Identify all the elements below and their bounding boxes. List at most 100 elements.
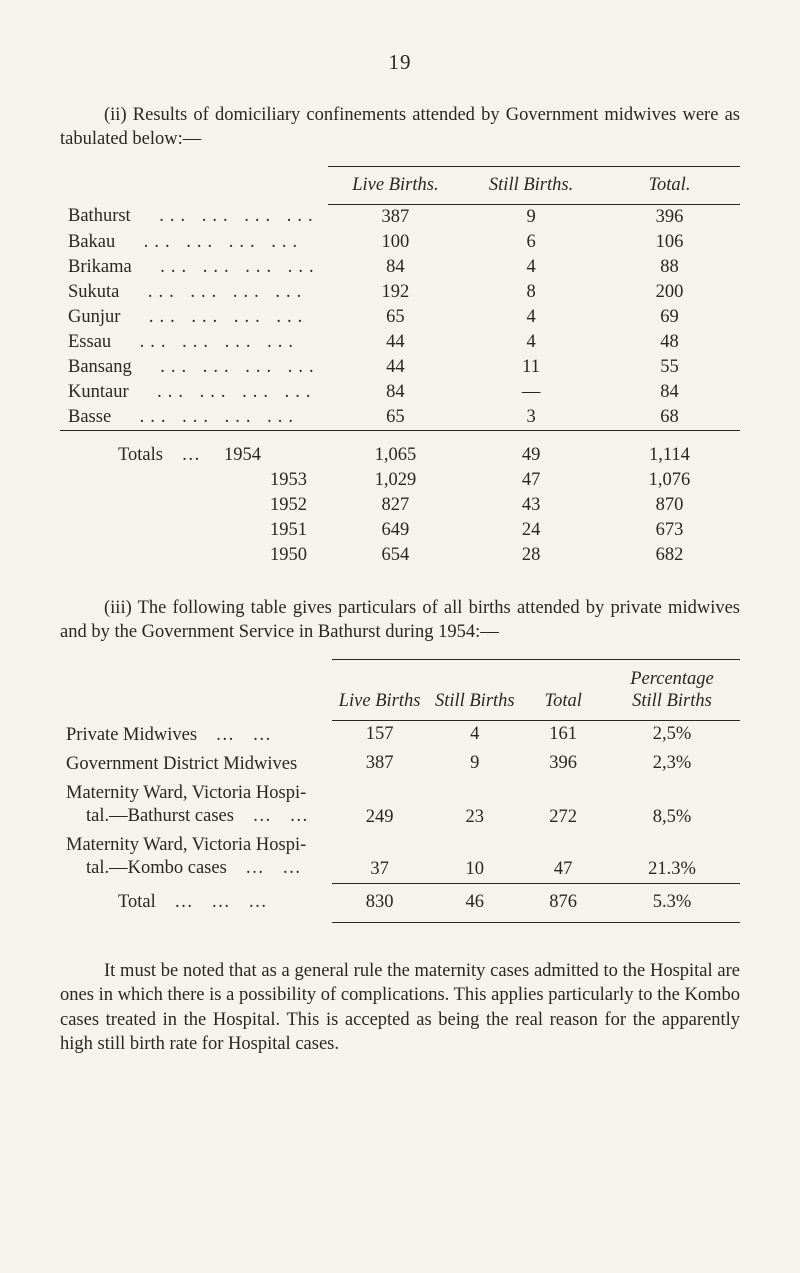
row-live: 387: [332, 750, 427, 779]
totals-row: Totals …19541,065491,114: [60, 430, 740, 468]
totals-year: 1950: [60, 543, 328, 568]
row-live: 100: [328, 230, 464, 255]
table-row: Maternity Ward, Victoria Hospi-tal.—Bath…: [60, 779, 740, 831]
row-live: 65: [328, 405, 464, 431]
totals-live: 649: [328, 518, 464, 543]
row-label: Bakau ... ... ... ...: [60, 230, 328, 255]
row-total: 48: [599, 330, 740, 355]
table-row: Gunjur ... ... ... ...65469: [60, 305, 740, 330]
table-row: Private Midwives … …15741612,5%: [60, 721, 740, 750]
totals-live: 1,029: [328, 468, 464, 493]
total-still: 46: [427, 883, 522, 922]
table-row: Kuntaur ... ... ... ...84—84: [60, 380, 740, 405]
row-live: 192: [328, 280, 464, 305]
paragraph-ii: (ii) Results of domiciliary confinements…: [60, 103, 740, 152]
row-still: 6: [463, 230, 599, 255]
totals-row: 195065428682: [60, 543, 740, 568]
row-total: 69: [599, 305, 740, 330]
row-total: 272: [522, 779, 604, 831]
totals-still: 49: [463, 430, 599, 468]
totals-total: 870: [599, 493, 740, 518]
row-still: 23: [427, 779, 522, 831]
row-still: 3: [463, 405, 599, 431]
row-live: 37: [332, 831, 427, 883]
page-container: 19 (ii) Results of domiciliary confineme…: [0, 0, 800, 1131]
total-live: 830: [332, 883, 427, 922]
row-still: 4: [463, 255, 599, 280]
row-pct: 2,3%: [604, 750, 740, 779]
totals-row: 19531,029471,076: [60, 468, 740, 493]
row-still: 4: [463, 330, 599, 355]
row-live: 84: [328, 255, 464, 280]
row-label: Essau ... ... ... ...: [60, 330, 328, 355]
table1-header-live: Live Births.: [328, 166, 464, 204]
row-total: 84: [599, 380, 740, 405]
row-label: Basse ... ... ... ...: [60, 405, 328, 431]
table-row: Maternity Ward, Victoria Hospi-tal.—Komb…: [60, 831, 740, 883]
row-label: Brikama ... ... ... ...: [60, 255, 328, 280]
table1-header-still: Still Births.: [463, 166, 599, 204]
row-pct: 8,5%: [604, 779, 740, 831]
table1-header-total: Total.: [599, 166, 740, 204]
births-attended-table: Live Births Still Births Total Percentag…: [60, 659, 740, 923]
totals-still: 47: [463, 468, 599, 493]
row-total: 200: [599, 280, 740, 305]
table-row: Bakau ... ... ... ...1006106: [60, 230, 740, 255]
page-number: 19: [60, 50, 740, 75]
table-row: Government District Midwives38793962,3%: [60, 750, 740, 779]
row-live: 157: [332, 721, 427, 750]
totals-live: 654: [328, 543, 464, 568]
row-still: 10: [427, 831, 522, 883]
totals-year: 1952: [60, 493, 328, 518]
row-live: 65: [328, 305, 464, 330]
table1-stub-header: [60, 166, 328, 204]
table2-stub-header: [60, 659, 332, 720]
totals-year: 1951: [60, 518, 328, 543]
row-still: 9: [463, 204, 599, 230]
row-total: 47: [522, 831, 604, 883]
totals-live: 1,065: [328, 430, 464, 468]
totals-still: 43: [463, 493, 599, 518]
row-label: Kuntaur ... ... ... ...: [60, 380, 328, 405]
row-still: 9: [427, 750, 522, 779]
row-total: 68: [599, 405, 740, 431]
row-total: 396: [599, 204, 740, 230]
domiciliary-confinements-table: Live Births. Still Births. Total. Bathur…: [60, 166, 740, 568]
totals-total: 673: [599, 518, 740, 543]
totals-total: 1,076: [599, 468, 740, 493]
totals-row: 195282743870: [60, 493, 740, 518]
table2-header-pct: PercentageStill Births: [604, 659, 740, 720]
row-label: Bathurst ... ... ... ...: [60, 204, 328, 230]
totals-total: 1,114: [599, 430, 740, 468]
row-label: Maternity Ward, Victoria Hospi-tal.—Bath…: [60, 779, 332, 831]
row-label: Maternity Ward, Victoria Hospi-tal.—Komb…: [60, 831, 332, 883]
row-label: Government District Midwives: [60, 750, 332, 779]
table2-header-total: Total: [522, 659, 604, 720]
row-live: 84: [328, 380, 464, 405]
row-label: Bansang ... ... ... ...: [60, 355, 328, 380]
row-label: Gunjur ... ... ... ...: [60, 305, 328, 330]
row-still: 4: [463, 305, 599, 330]
totals-still: 28: [463, 543, 599, 568]
table-row: Sukuta ... ... ... ...1928200: [60, 280, 740, 305]
total-row: Total … … …830468765.3%: [60, 883, 740, 922]
row-pct: 21.3%: [604, 831, 740, 883]
final-paragraph: It must be noted that as a general rule …: [60, 959, 740, 1057]
row-total: 55: [599, 355, 740, 380]
totals-year: 1953: [60, 468, 328, 493]
table2-header-still: Still Births: [427, 659, 522, 720]
totals-row: 195164924673: [60, 518, 740, 543]
row-still: 11: [463, 355, 599, 380]
row-total: 161: [522, 721, 604, 750]
row-still: 4: [427, 721, 522, 750]
row-live: 387: [328, 204, 464, 230]
row-total: 396: [522, 750, 604, 779]
totals-label: Totals …1954: [60, 430, 328, 468]
row-live: 249: [332, 779, 427, 831]
totals-total: 682: [599, 543, 740, 568]
row-total: 88: [599, 255, 740, 280]
row-live: 44: [328, 330, 464, 355]
table-row: Essau ... ... ... ...44448: [60, 330, 740, 355]
total-label: Total … … …: [60, 883, 332, 922]
total-pct: 5.3%: [604, 883, 740, 922]
